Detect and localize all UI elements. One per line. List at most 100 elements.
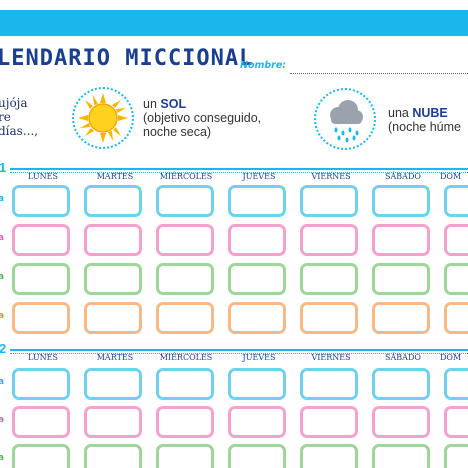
week-1-header: 1 LUNES MARTES MIÉRCOLES JUEVES VIERNES … (0, 160, 468, 181)
day-label-sunday: DOM (440, 353, 462, 362)
day-label-saturday: SÁBADO (385, 353, 421, 362)
day-cell[interactable] (228, 302, 286, 334)
day-cell[interactable] (84, 185, 142, 217)
sun-icon (72, 87, 134, 149)
row-marker: a (0, 233, 5, 243)
day-cell[interactable] (12, 302, 70, 334)
day-label-thursday: JUEVES (242, 172, 276, 181)
day-cell[interactable] (84, 263, 142, 295)
week-2-header: 2 LUNES MARTES MIÉRCOLES JUEVES VIERNES … (0, 341, 468, 362)
day-label-tuesday: MARTES (96, 353, 134, 362)
week-dotted-divider (10, 172, 468, 173)
row-marker: a (0, 415, 5, 425)
day-label-thursday: JUEVES (242, 353, 276, 362)
name-field-line (290, 73, 468, 74)
day-label-saturday: SÁBADO (385, 172, 421, 181)
day-cell[interactable] (84, 224, 142, 256)
day-cell[interactable] (156, 406, 214, 438)
legend-cloud-note: (noche húme (388, 120, 461, 134)
week-1-row-2: a (0, 224, 468, 256)
day-cell[interactable] (444, 302, 468, 334)
day-cell[interactable] (300, 368, 358, 400)
day-cell[interactable] (12, 444, 70, 468)
day-cell[interactable] (156, 302, 214, 334)
day-cell[interactable] (372, 224, 430, 256)
legend-cloud-keyword: NUBE (412, 106, 448, 120)
name-label: Nombre: (240, 60, 287, 71)
day-cell[interactable] (300, 302, 358, 334)
day-cell[interactable] (444, 185, 468, 217)
day-cell[interactable] (300, 263, 358, 295)
day-label-sunday: DOM (440, 172, 462, 181)
top-banner (0, 10, 468, 36)
day-cell[interactable] (156, 224, 214, 256)
day-cell[interactable] (300, 406, 358, 438)
day-cell[interactable] (228, 263, 286, 295)
intro-text: ujója re días..., (0, 96, 39, 138)
day-cell[interactable] (444, 224, 468, 256)
day-cell[interactable] (372, 263, 430, 295)
day-cell[interactable] (228, 406, 286, 438)
day-cell[interactable] (444, 444, 468, 468)
week-divider (10, 168, 468, 170)
legend-cloud-prefix: una (388, 106, 409, 120)
rain-cloud-icon (314, 88, 376, 150)
legend-sun: un SOL (objetivo conseguido, noche seca) (143, 97, 261, 139)
legend-cloud: una NUBE (noche húme (388, 106, 461, 134)
day-label-monday: LUNES (28, 353, 58, 362)
day-cell[interactable] (372, 368, 430, 400)
day-cell[interactable] (372, 302, 430, 334)
week-number: 2 (0, 341, 7, 356)
week-number: 1 (0, 160, 7, 175)
day-cell[interactable] (156, 368, 214, 400)
legend-sun-note: (objetivo conseguido, noche seca) (143, 111, 262, 139)
week-2-row-1: a (0, 368, 468, 400)
page-title: LENDARIO MICCIONAL (0, 46, 254, 71)
day-label-monday: LUNES (28, 172, 58, 181)
week-1-row-1: a (0, 185, 468, 217)
legend-sun-keyword: SOL (160, 97, 187, 111)
row-marker: a (0, 377, 5, 387)
day-label-tuesday: MARTES (96, 172, 134, 181)
day-cell[interactable] (12, 263, 70, 295)
day-cell[interactable] (300, 444, 358, 468)
week-2-row-3: a (0, 444, 468, 468)
day-cell[interactable] (156, 444, 214, 468)
week-1-row-4: a (0, 302, 468, 334)
day-label-friday: VIERNES (311, 172, 351, 181)
day-cell[interactable] (300, 224, 358, 256)
day-cell[interactable] (444, 406, 468, 438)
day-cell[interactable] (12, 406, 70, 438)
day-label-friday: VIERNES (311, 353, 351, 362)
day-cell[interactable] (84, 444, 142, 468)
day-label-wednesday: MIÉRCOLES (159, 172, 213, 181)
day-cell[interactable] (84, 368, 142, 400)
row-marker: a (0, 272, 5, 282)
day-cell[interactable] (12, 185, 70, 217)
row-marker: a (0, 194, 5, 204)
day-cell[interactable] (372, 444, 430, 468)
day-cell[interactable] (228, 224, 286, 256)
day-cell[interactable] (228, 368, 286, 400)
day-cell[interactable] (12, 368, 70, 400)
day-cell[interactable] (372, 406, 430, 438)
week-divider (10, 349, 468, 351)
day-cell[interactable] (228, 444, 286, 468)
row-marker: a (0, 453, 5, 463)
day-cell[interactable] (156, 263, 214, 295)
legend-sun-prefix: un (143, 97, 157, 111)
day-cell[interactable] (84, 406, 142, 438)
day-cell[interactable] (12, 224, 70, 256)
week-1-row-3: a (0, 263, 468, 295)
day-cell[interactable] (228, 185, 286, 217)
day-cell[interactable] (156, 185, 214, 217)
row-marker: a (0, 311, 5, 321)
day-cell[interactable] (372, 185, 430, 217)
day-cell[interactable] (444, 368, 468, 400)
day-cell[interactable] (84, 302, 142, 334)
day-cell[interactable] (444, 263, 468, 295)
day-cell[interactable] (300, 185, 358, 217)
week-2-row-2: a (0, 406, 468, 438)
week-dotted-divider (10, 353, 468, 354)
day-label-wednesday: MIÉRCOLES (159, 353, 213, 362)
